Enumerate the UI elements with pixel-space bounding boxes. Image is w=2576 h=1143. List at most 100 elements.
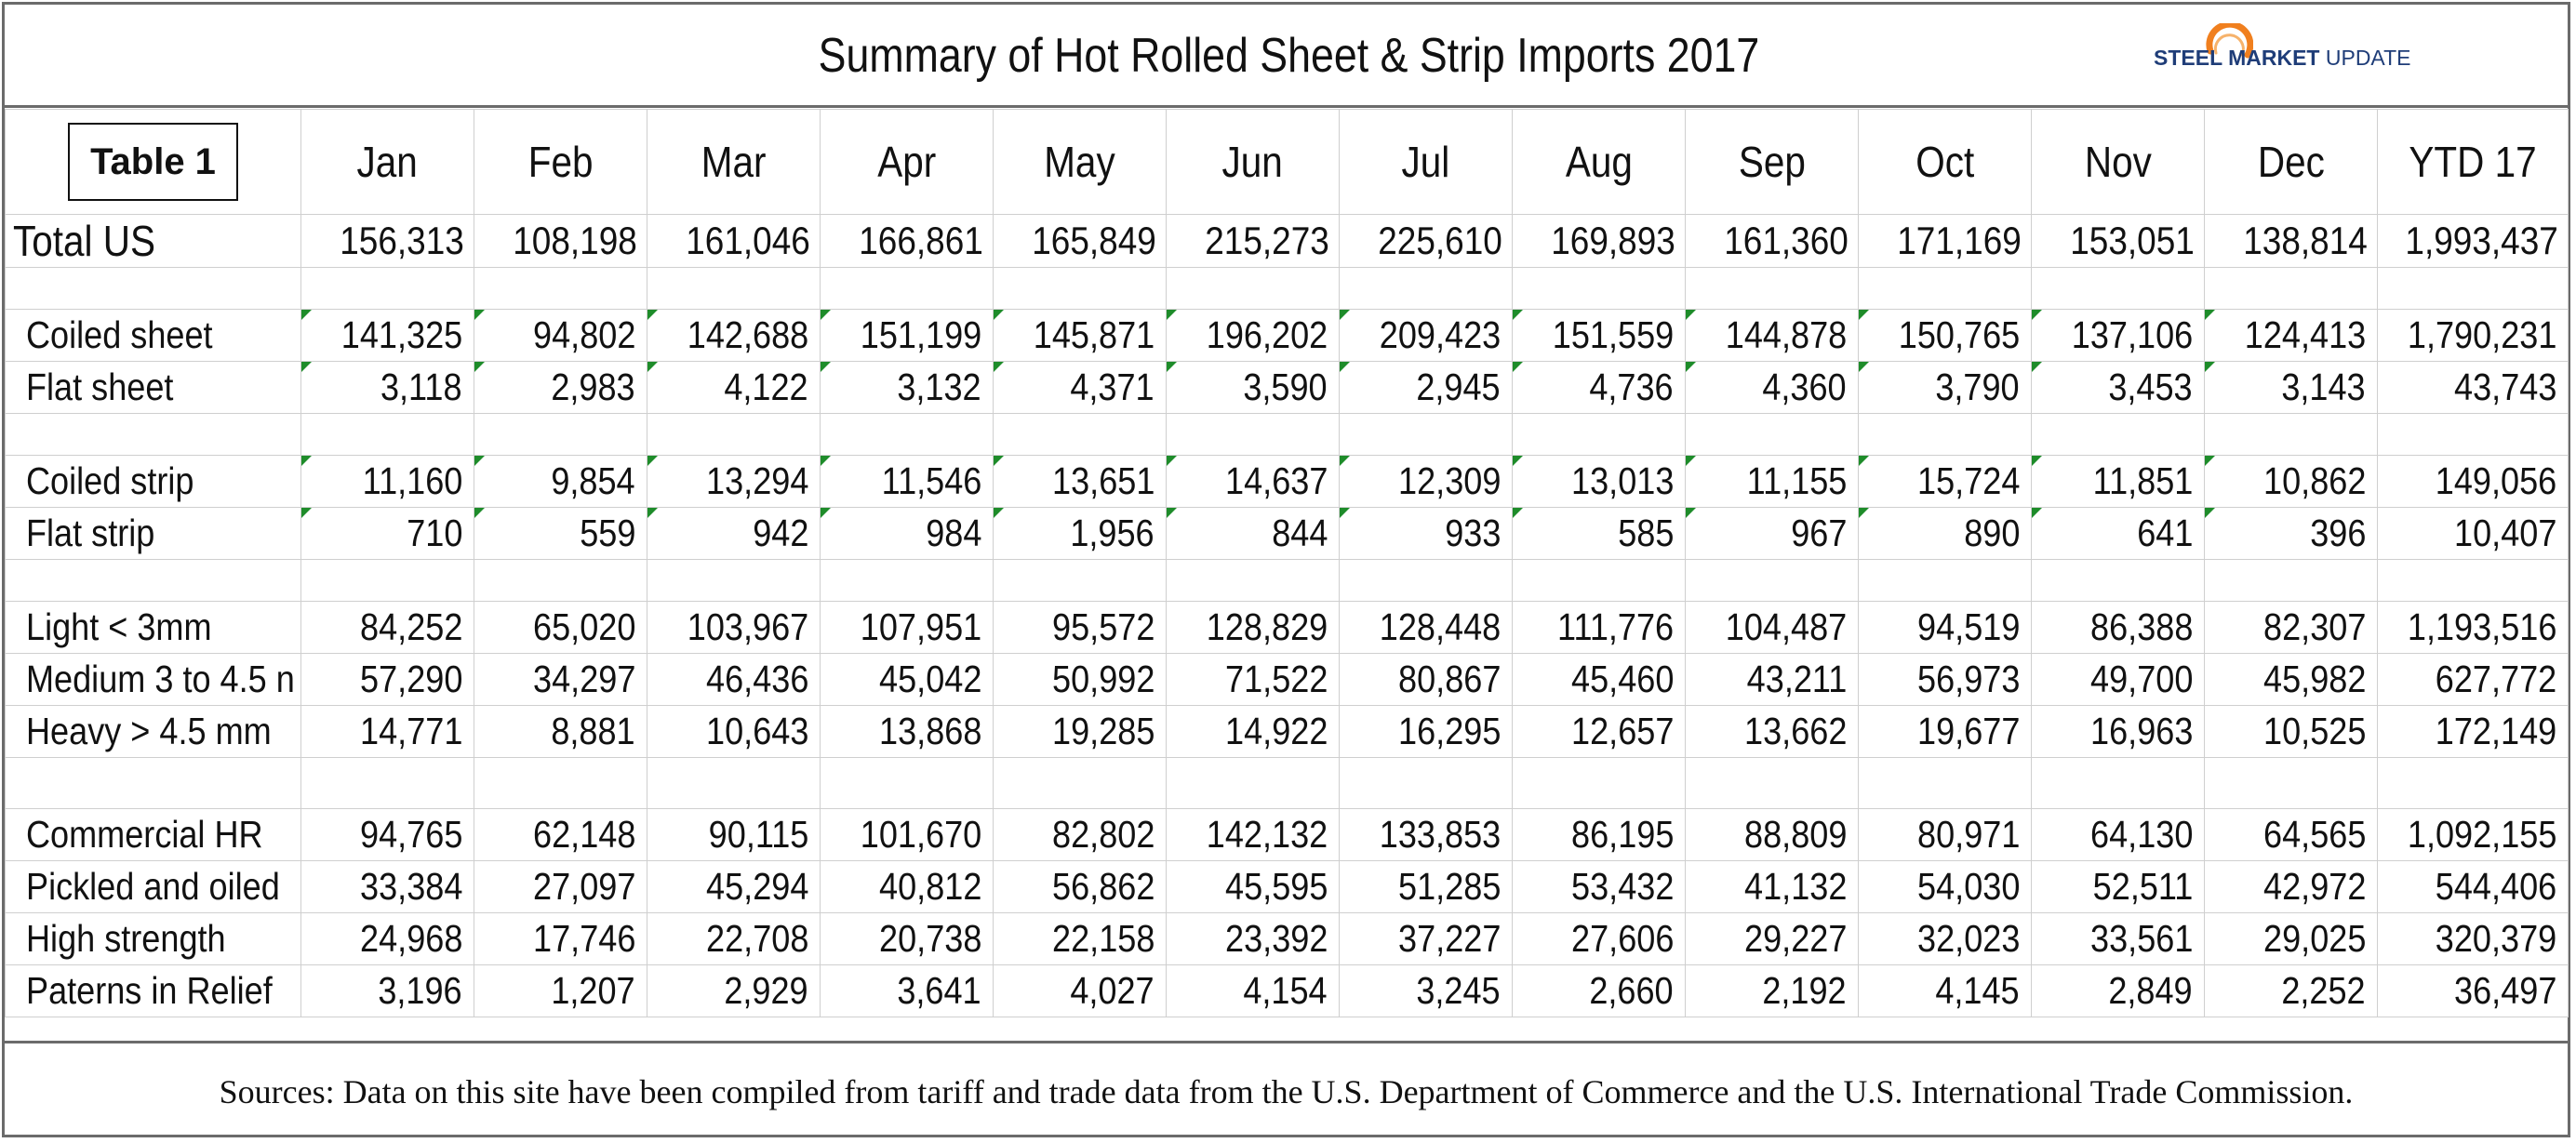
column-header: Dec — [2204, 109, 2378, 215]
column-header: Jul — [1339, 109, 1513, 215]
table-cell: 17,746 — [474, 912, 647, 965]
table-cell: 396 — [2204, 507, 2378, 560]
empty-cell — [1339, 757, 1513, 809]
empty-cell — [1858, 267, 2032, 310]
logo-text: STEEL MARKET UPDATE — [2154, 46, 2411, 70]
table-cell: 65,020 — [474, 601, 647, 654]
empty-cell — [2204, 413, 2378, 456]
table-cell: 36,497 — [2377, 964, 2569, 1017]
empty-cell — [1685, 267, 1859, 310]
table-row: High strength 24,968 17,746 22,708 20,738 22,… — [5, 912, 2569, 965]
empty-cell — [1858, 413, 2032, 456]
table-cell: 12,657 — [1512, 705, 1686, 758]
table-cell: 585 — [1512, 507, 1686, 560]
table-cell: 111,776 — [1512, 601, 1686, 654]
table-cell: 161,046 — [647, 214, 821, 268]
empty-cell — [2377, 559, 2569, 602]
column-header: YTD 17 — [2377, 109, 2569, 215]
table-cell: 3,143 — [2204, 361, 2378, 414]
spacer-row — [5, 267, 2569, 310]
table-cell: 1,993,437 — [2377, 214, 2569, 268]
table-cell: 4,371 — [993, 361, 1167, 414]
table-cell: 3,790 — [1858, 361, 2032, 414]
empty-cell — [300, 757, 474, 809]
table-cell: 46,436 — [647, 653, 821, 706]
table-cell: 4,122 — [647, 361, 821, 414]
table-cell: 9,854 — [474, 455, 647, 508]
empty-cell — [993, 413, 1167, 456]
empty-cell — [5, 757, 301, 809]
table-cell: 933 — [1339, 507, 1513, 560]
column-header: May — [993, 109, 1167, 215]
table-cell: 890 — [1858, 507, 2032, 560]
table-cell: 165,849 — [993, 214, 1167, 268]
table-cell: 40,812 — [820, 860, 994, 913]
table-cell: 151,199 — [820, 309, 994, 362]
column-header: Feb — [474, 109, 647, 215]
empty-cell — [1858, 559, 2032, 602]
table-cell: 86,195 — [1512, 808, 1686, 861]
table-cell: 108,198 — [474, 214, 647, 268]
imports-table: Table 1 Jan Feb Mar Apr May Jun Jul Aug Sep Oct Nov… — [5, 109, 2569, 1017]
table-cell: 80,867 — [1339, 653, 1513, 706]
table-cell: 80,971 — [1858, 808, 2032, 861]
table-cell: 33,384 — [300, 860, 474, 913]
row-label: Flat strip — [5, 507, 301, 560]
table-cell: 10,862 — [2204, 455, 2378, 508]
table-cell: 33,561 — [2031, 912, 2205, 965]
table-cell: 16,963 — [2031, 705, 2205, 758]
table-row: Heavy > 4.5 mm 14,771 8,881 10,643 13,868 19,… — [5, 705, 2569, 758]
empty-cell — [474, 559, 647, 602]
empty-cell — [1512, 413, 1686, 456]
table-cell: 19,677 — [1858, 705, 2032, 758]
table-cell: 2,983 — [474, 361, 647, 414]
table-cell: 3,118 — [300, 361, 474, 414]
table-cell: 10,643 — [647, 705, 821, 758]
empty-cell — [2204, 757, 2378, 809]
table-cell: 101,670 — [820, 808, 994, 861]
table-cell: 710 — [300, 507, 474, 560]
table-cell: 13,662 — [1685, 705, 1859, 758]
empty-cell — [5, 267, 301, 310]
table-row: Commercial HR 94,765 62,148 90,115 101,670 82… — [5, 808, 2569, 861]
table-cell: 3,641 — [820, 964, 994, 1017]
empty-cell — [647, 413, 821, 456]
table-cell: 10,407 — [2377, 507, 2569, 560]
table-cell: 37,227 — [1339, 912, 1513, 965]
table-cell: 84,252 — [300, 601, 474, 654]
table-cell: 16,295 — [1339, 705, 1513, 758]
table-cell: 133,853 — [1339, 808, 1513, 861]
empty-cell — [2377, 413, 2569, 456]
header-row: Table 1 Jan Feb Mar Apr May Jun Jul Aug Sep Oct Nov… — [5, 109, 2569, 215]
empty-cell — [5, 559, 301, 602]
table-cell: 3,590 — [1166, 361, 1340, 414]
table-cell: 82,307 — [2204, 601, 2378, 654]
table-cell: 82,802 — [993, 808, 1167, 861]
table-row: Paterns in Relief 3,196 1,207 2,929 3,641 4,0… — [5, 964, 2569, 1017]
column-header: Nov — [2031, 109, 2205, 215]
table-cell: 942 — [647, 507, 821, 560]
table-cell: 86,388 — [2031, 601, 2205, 654]
table-row: Coiled strip 11,160 9,854 13,294 11,546 13,65… — [5, 455, 2569, 508]
table-cell: 2,192 — [1685, 964, 1859, 1017]
table-cell: 20,738 — [820, 912, 994, 965]
empty-cell — [2031, 267, 2205, 310]
table-cell: 27,097 — [474, 860, 647, 913]
table-cell: 14,922 — [1166, 705, 1340, 758]
table-cell: 56,862 — [993, 860, 1167, 913]
empty-cell — [1339, 267, 1513, 310]
table-row: Medium 3 to 4.5 n 57,290 34,297 46,436 45,04… — [5, 653, 2569, 706]
table-cell: 161,360 — [1685, 214, 1859, 268]
empty-cell — [2204, 267, 2378, 310]
empty-cell — [647, 267, 821, 310]
empty-cell — [820, 267, 994, 310]
table-cell: 90,115 — [647, 808, 821, 861]
table-cell: 1,092,155 — [2377, 808, 2569, 861]
empty-cell — [2031, 559, 2205, 602]
table-cell: 138,814 — [2204, 214, 2378, 268]
row-label: Coiled sheet — [5, 309, 301, 362]
table-cell: 844 — [1166, 507, 1340, 560]
row-label: Total US — [5, 214, 301, 268]
table-cell: 1,193,516 — [2377, 601, 2569, 654]
